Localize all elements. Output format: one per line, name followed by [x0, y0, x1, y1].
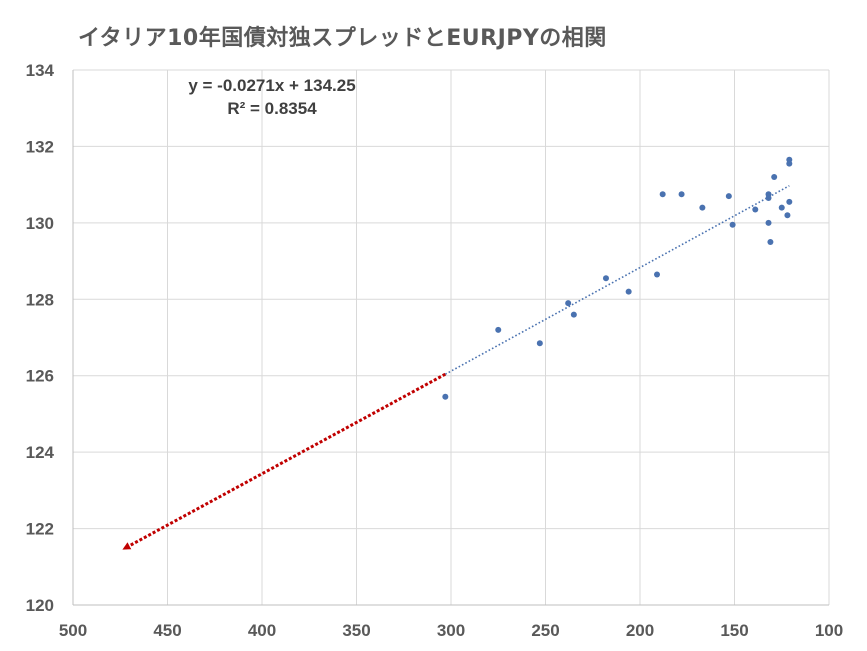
x-tick-label: 500: [59, 621, 87, 640]
data-point: [570, 311, 577, 318]
data-point: [536, 340, 543, 347]
data-points: [442, 156, 793, 400]
y-tick-label: 120: [26, 596, 54, 615]
data-point: [442, 393, 449, 400]
x-tick-label: 400: [248, 621, 276, 640]
y-axis-ticks: 134 132 130 128 126 124 122 120: [26, 61, 55, 615]
data-point: [786, 198, 793, 205]
x-tick-label: 100: [815, 621, 843, 640]
axes: [72, 70, 829, 606]
trendline-equation: y = -0.0271x + 134.25: [188, 76, 355, 95]
x-axis-ticks: 500 450 400 350 300 250 200 150 100: [59, 621, 843, 640]
data-point: [786, 160, 793, 167]
data-point: [767, 238, 774, 245]
x-tick-label: 250: [531, 621, 559, 640]
y-tick-label: 132: [26, 137, 54, 156]
data-point: [771, 174, 778, 180]
data-point: [699, 204, 706, 211]
y-tick-label: 124: [26, 443, 55, 462]
y-tick-label: 122: [26, 520, 54, 539]
data-point: [678, 191, 685, 198]
chart-title: イタリア10年国債対独スプレッドとEURJPYの相関: [78, 26, 607, 51]
data-point: [495, 326, 502, 333]
data-point: [725, 193, 732, 200]
data-point: [565, 300, 572, 307]
y-tick-label: 130: [26, 214, 54, 233]
extrapolation-arrow: [122, 372, 447, 550]
data-point: [784, 212, 791, 219]
x-tick-label: 150: [720, 621, 748, 640]
data-point: [778, 204, 785, 211]
data-point: [654, 271, 661, 278]
y-tick-label: 128: [26, 290, 54, 309]
gridlines: [72, 69, 830, 606]
trendline: [444, 185, 790, 375]
data-point: [729, 221, 736, 228]
y-tick-label: 134: [26, 61, 55, 80]
x-tick-label: 200: [626, 621, 654, 640]
data-point: [602, 275, 609, 282]
x-tick-label: 450: [153, 621, 181, 640]
x-tick-label: 300: [437, 621, 465, 640]
data-point: [765, 219, 772, 226]
data-point: [659, 191, 666, 198]
data-point: [625, 288, 632, 295]
trendline-group: [122, 185, 790, 550]
data-point: [752, 206, 759, 213]
y-tick-label: 126: [26, 367, 54, 386]
trendline-r-squared: R² = 0.8354: [227, 99, 317, 118]
x-tick-label: 350: [342, 621, 370, 640]
data-point: [765, 195, 772, 202]
